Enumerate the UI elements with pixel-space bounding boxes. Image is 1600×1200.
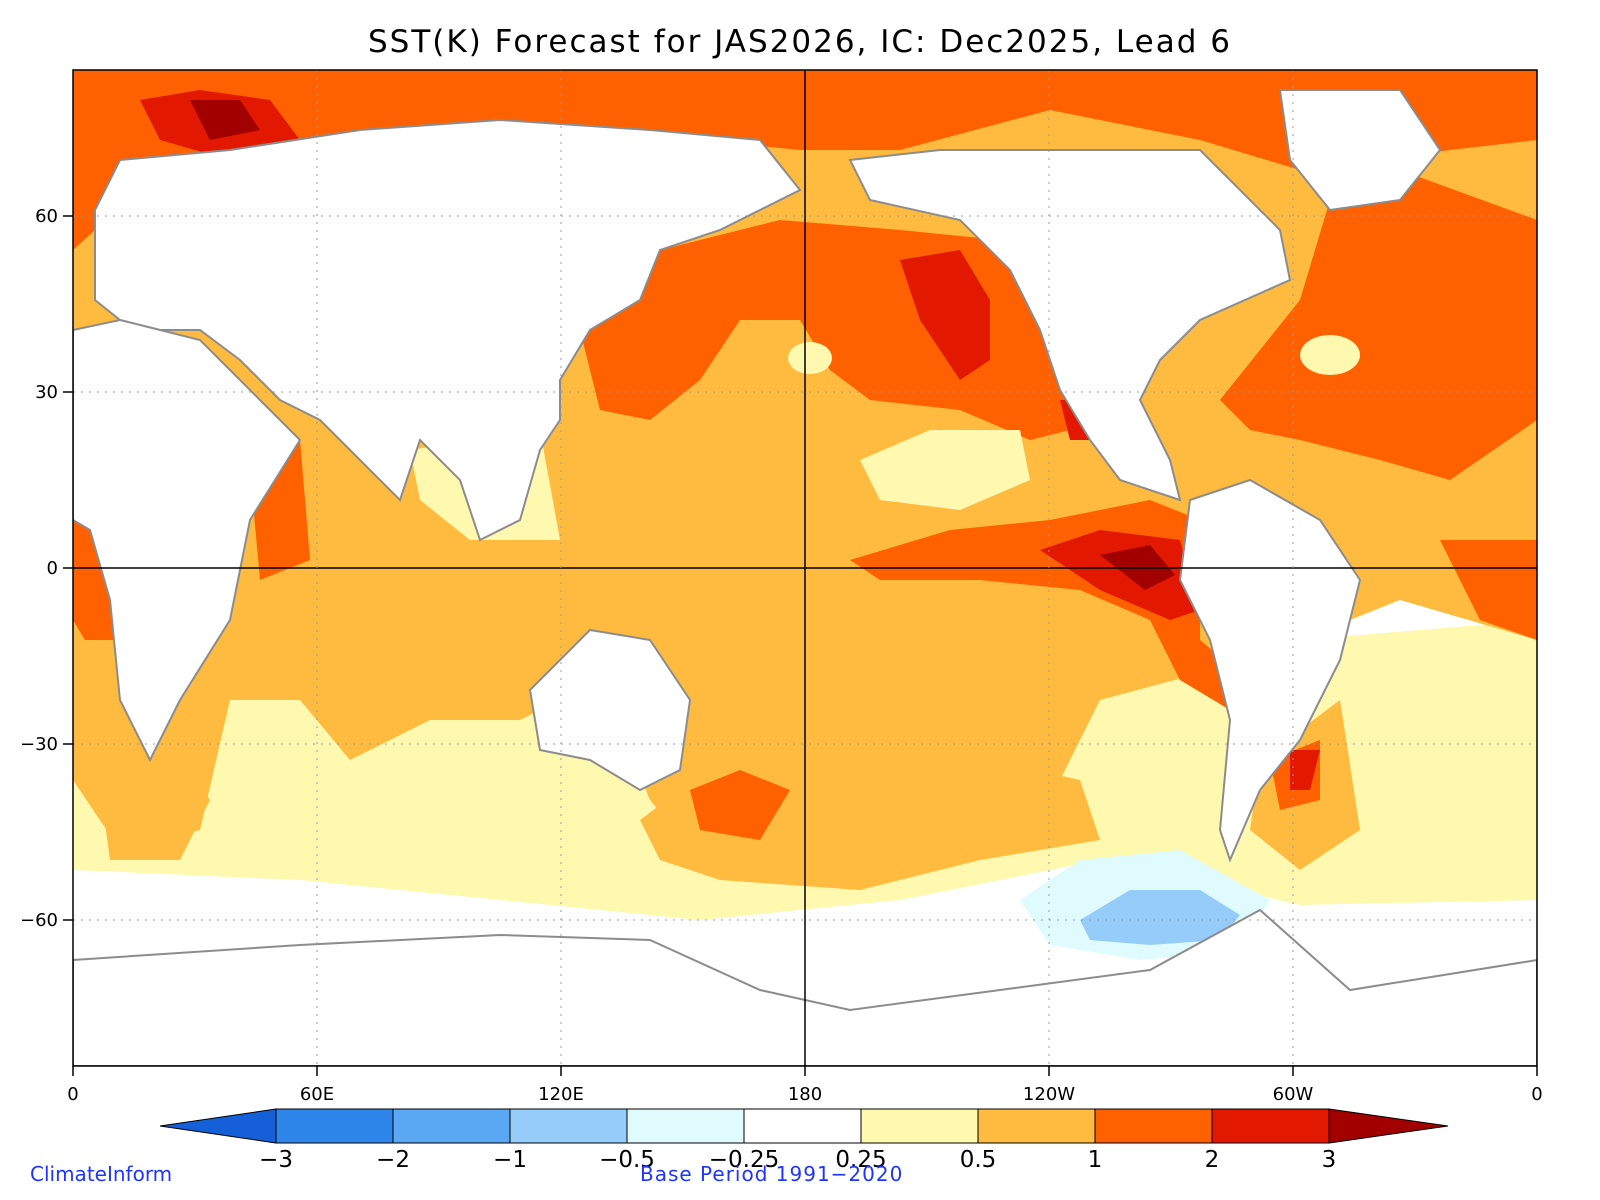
contour-band-0.25-subtropical-atlantic (1300, 335, 1360, 375)
x-tick-label: 120E (538, 1084, 584, 1105)
colorbar-level-label: 1 (1088, 1147, 1103, 1173)
contour-band-1-natlantic (1220, 170, 1537, 480)
x-tick-label: 0 (1531, 1084, 1542, 1105)
x-tick-label: 120W (1023, 1084, 1075, 1105)
colorbar-level-label: 0.5 (960, 1147, 997, 1173)
land-australia (528, 628, 692, 792)
contour-band-3-barents (190, 100, 260, 140)
colorbar-box (1211, 1108, 1330, 1144)
axis-ticks (63, 215, 1538, 1076)
x-tick-label: 180 (788, 1084, 822, 1105)
land-africa (73, 318, 302, 763)
y-tick-label: 30 (35, 382, 58, 403)
contour-band-2-eqpacific (1040, 530, 1200, 620)
x-tick-label: 0 (67, 1084, 78, 1105)
map-title: SST(K) Forecast for JAS2026, IC: Dec2025… (368, 24, 1232, 60)
colorbar-arrow-low (159, 1108, 277, 1144)
credit-climateinform: ClimateInform (30, 1162, 173, 1186)
contour-band-neg0.5 (1080, 890, 1240, 945)
colorbar-level-label: −0.25 (709, 1147, 779, 1173)
y-tick-label: 0 (47, 558, 58, 579)
colorbar-box (509, 1108, 628, 1144)
land-greenland (1278, 89, 1442, 212)
x-tick-label: 60W (1273, 1084, 1314, 1105)
contour-band-1-arctic (73, 70, 1537, 250)
colorbar-box (275, 1108, 394, 1144)
colorbar-level-label: −3 (259, 1147, 293, 1173)
y-tick-label: −60 (20, 910, 58, 931)
colorbar-box (626, 1108, 745, 1144)
colorbar-box (743, 1108, 862, 1144)
colorbar-box (977, 1108, 1096, 1144)
sst-anomaly-field (73, 70, 1537, 1066)
colorbar-level-label: 2 (1205, 1147, 1220, 1173)
x-tick-label: 60E (300, 1084, 334, 1105)
y-tick-label: 60 (35, 206, 58, 227)
colorbar-arrow-high (1328, 1108, 1449, 1144)
colorbar-box (860, 1108, 979, 1144)
colorbar-level-label: −2 (376, 1147, 410, 1173)
colorbar-level-label: 0.25 (835, 1147, 886, 1173)
land-antarctica (73, 908, 1537, 1066)
land-south-america (1178, 478, 1362, 863)
contour-band-2-brazil (1290, 750, 1320, 790)
colorbar: −3 −2 −1 −0.5 −0.25 0.25 0.5 1 2 3 (159, 1108, 1449, 1173)
credit-base-period: Base Period 1991−2020 (640, 1162, 904, 1186)
colorbar-level-label: −1 (493, 1147, 527, 1173)
contour-band-0.25-subtropical-pacific (788, 342, 832, 374)
land-north-america (848, 149, 1292, 502)
y-tick-label: −30 (20, 734, 58, 755)
colorbar-box (392, 1108, 511, 1144)
contour-band-2-npacific (900, 250, 990, 380)
contour-band-1-tasman (690, 770, 790, 840)
contour-band-1-se-atlantic (1440, 540, 1537, 640)
land-masses (73, 89, 1537, 1066)
colorbar-level-label: −0.5 (599, 1147, 655, 1173)
contour-band-0.5-sw-indian (95, 740, 210, 860)
contour-band-0.25-enpacific (860, 430, 1030, 510)
colorbar-level-label: 3 (1322, 1147, 1337, 1173)
colorbar-box (1094, 1108, 1213, 1144)
land-eurasia (94, 118, 802, 542)
grid-lines (73, 70, 1537, 1066)
